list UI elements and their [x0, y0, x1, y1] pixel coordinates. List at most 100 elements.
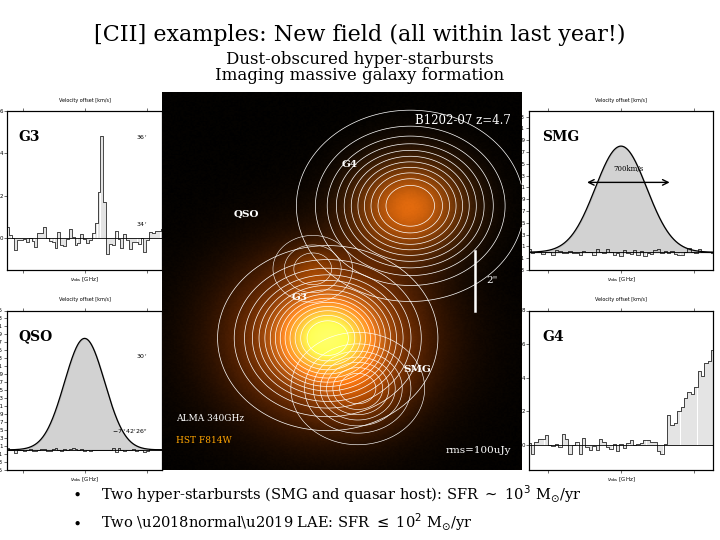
Bar	[101, 136, 103, 238]
Bar	[149, 232, 152, 238]
Bar	[9, 235, 12, 238]
Text: QSO: QSO	[18, 329, 53, 343]
Bar	[548, 444, 551, 445]
Text: $\bullet$: $\bullet$	[72, 487, 81, 501]
Bar	[84, 450, 86, 451]
Bar	[541, 252, 544, 254]
Y-axis label: Flux density [mJy/beam]: Flux density [mJy/beam]	[515, 360, 520, 420]
Bar	[541, 440, 544, 444]
Bar	[670, 251, 673, 252]
Text: Dust-obscured hyper-starbursts: Dust-obscured hyper-starbursts	[226, 51, 494, 68]
Bar	[37, 233, 40, 238]
Bar	[63, 238, 66, 246]
Bar	[49, 238, 51, 241]
Bar	[708, 361, 711, 444]
Bar	[115, 231, 117, 238]
Text: $-7^\circ42'26''$: $-7^\circ42'26''$	[112, 428, 148, 436]
Bar	[698, 249, 701, 252]
Bar	[40, 233, 43, 238]
Bar	[575, 442, 578, 444]
Bar	[123, 450, 126, 451]
Bar	[680, 407, 684, 444]
Bar	[14, 450, 17, 453]
X-axis label: Velocity offset [km/s]: Velocity offset [km/s]	[58, 98, 111, 103]
Bar	[95, 223, 97, 238]
Bar	[552, 444, 554, 447]
Y-axis label: Flux density [mJy/beam]: Flux density [mJy/beam]	[510, 160, 516, 220]
Bar	[43, 227, 46, 238]
Text: 700km/s: 700km/s	[613, 165, 644, 173]
Bar	[603, 252, 606, 253]
Bar	[678, 252, 680, 255]
Text: G3: G3	[18, 130, 40, 144]
Text: G4: G4	[542, 329, 564, 343]
Bar	[52, 449, 54, 450]
Bar	[688, 248, 690, 252]
Bar	[552, 252, 554, 255]
Bar	[155, 449, 158, 450]
Bar	[6, 448, 9, 450]
Text: G4: G4	[342, 160, 358, 170]
Text: $34'$: $34'$	[137, 220, 148, 228]
Bar	[161, 228, 163, 238]
Bar	[528, 249, 531, 252]
Bar	[674, 252, 677, 254]
Bar	[647, 440, 649, 444]
Text: $\bullet$: $\bullet$	[72, 515, 81, 529]
Bar	[667, 415, 670, 444]
Bar	[579, 444, 582, 454]
Bar	[98, 192, 100, 238]
Bar	[674, 423, 677, 444]
Bar	[579, 252, 582, 255]
X-axis label: $\nu_{\rm obs}$ [GHz]: $\nu_{\rm obs}$ [GHz]	[70, 475, 99, 484]
Text: Two \u2018normal\u2019 LAE: SFR $\leq$ 10$^2$ M$_{\odot}$/yr: Two \u2018normal\u2019 LAE: SFR $\leq$ 1…	[101, 511, 472, 533]
Bar	[75, 449, 77, 450]
Bar	[562, 252, 564, 253]
Bar	[69, 449, 71, 450]
Bar	[78, 238, 80, 242]
Bar	[58, 232, 60, 238]
Bar	[670, 425, 673, 444]
Bar	[84, 238, 86, 239]
Bar	[69, 228, 71, 238]
Bar	[569, 444, 572, 454]
Bar	[118, 238, 120, 239]
Text: Imaging massive galaxy formation: Imaging massive galaxy formation	[215, 68, 505, 84]
Bar	[585, 444, 588, 447]
Bar	[565, 439, 568, 444]
Text: SMG: SMG	[542, 130, 580, 144]
Bar	[107, 238, 109, 254]
Bar	[664, 251, 667, 252]
Bar	[109, 238, 112, 244]
Bar	[694, 387, 697, 444]
Bar	[698, 371, 701, 444]
Bar	[701, 376, 704, 444]
Bar	[694, 252, 697, 253]
Bar	[155, 231, 158, 238]
X-axis label: Velocity offset [km/s]: Velocity offset [km/s]	[595, 298, 647, 302]
Bar	[60, 450, 63, 451]
Bar	[46, 450, 48, 451]
Bar	[126, 238, 129, 240]
Bar	[680, 252, 684, 255]
Bar	[623, 251, 626, 252]
Bar	[558, 444, 562, 447]
Bar	[619, 252, 623, 256]
Bar	[81, 449, 83, 450]
Bar	[149, 449, 152, 450]
Bar	[603, 442, 606, 444]
Bar	[63, 449, 66, 450]
Bar	[35, 238, 37, 247]
Bar	[152, 449, 155, 450]
Bar	[599, 440, 602, 444]
Bar	[589, 444, 592, 450]
Bar	[129, 238, 132, 249]
Bar	[657, 444, 660, 450]
Bar	[572, 444, 575, 445]
Bar	[6, 227, 9, 238]
X-axis label: $\nu_{\rm obs}$ [GHz]: $\nu_{\rm obs}$ [GHz]	[606, 475, 636, 484]
Bar	[121, 238, 123, 248]
Bar	[135, 238, 138, 242]
Bar	[558, 251, 562, 252]
Bar	[72, 237, 74, 238]
